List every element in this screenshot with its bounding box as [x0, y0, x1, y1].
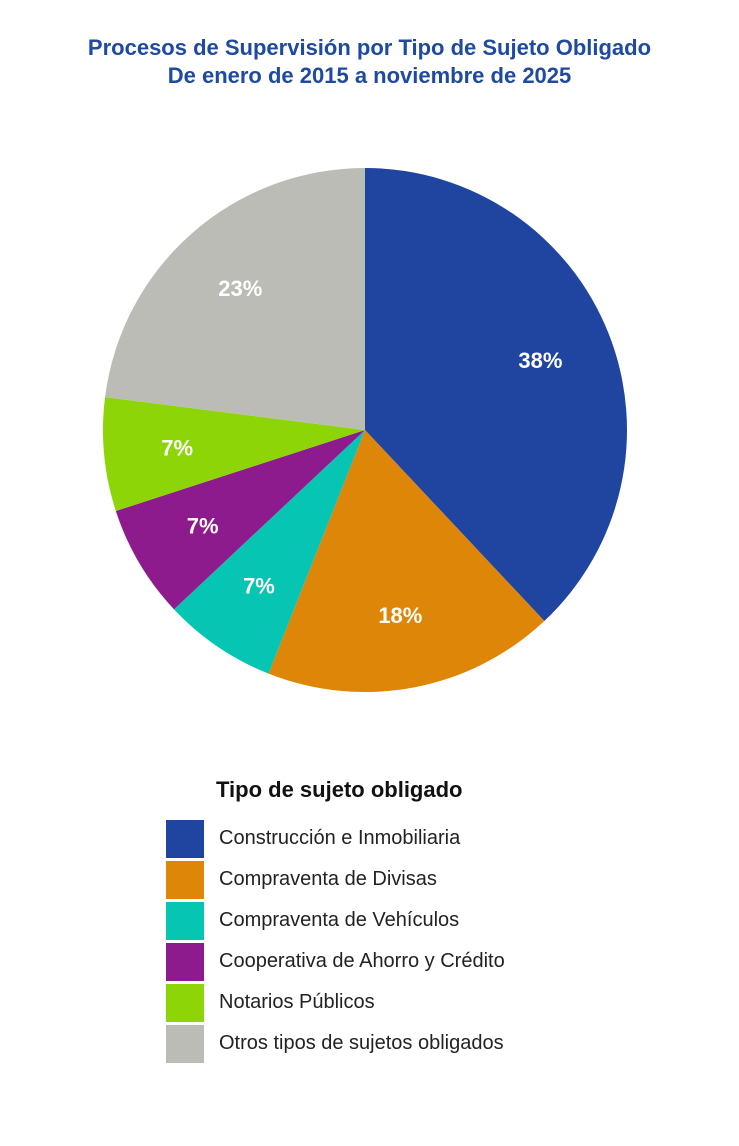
pie-slice-5	[105, 168, 365, 430]
legend-swatch-5	[166, 1024, 204, 1063]
legend-label-1: Compraventa de Divisas	[219, 868, 437, 890]
legend-swatch-0	[166, 819, 204, 858]
legend-item-4: Notarios Públicos	[166, 982, 686, 1023]
legend-item-3: Cooperativa de Ahorro y Crédito	[166, 941, 686, 982]
legend-label-3: Cooperativa de Ahorro y Crédito	[219, 950, 505, 972]
legend-swatch-3	[166, 942, 204, 981]
legend-swatch-1	[166, 860, 204, 899]
legend-label-5: Otros tipos de sujetos obligados	[219, 1032, 504, 1054]
chart-title: Procesos de Supervisión por Tipo de Suje…	[87, 35, 652, 60]
legend-item-2: Compraventa de Vehículos	[166, 900, 686, 941]
legend: Tipo de sujeto obligado Construcción e I…	[166, 776, 686, 1064]
pie-slice-2	[174, 430, 365, 674]
pie-slice-1	[268, 430, 545, 692]
pie-slice-3	[115, 430, 365, 610]
legend-swatch-2	[166, 901, 204, 940]
pie-chart: 38% 18% 7% 7% 7% 23%	[103, 168, 627, 692]
legend-label-2: Compraventa de Vehículos	[219, 909, 460, 931]
pie-label-5: 23%	[218, 276, 262, 301]
pie-slice-4	[103, 397, 365, 511]
legend-item-0: Construcción e Inmobiliaria	[166, 818, 686, 859]
pie-label-2: 7%	[243, 574, 275, 599]
legend-label-0: Construcción e Inmobiliaria	[219, 827, 461, 849]
chart-subtitle: De enero de 2015 a noviembre de 2025	[167, 63, 572, 88]
legend-swatch-4	[166, 983, 204, 1022]
chart-title-block: Procesos de Supervisión por Tipo de Suje…	[0, 34, 739, 90]
pie-label-1: 18%	[378, 603, 422, 628]
pie-label-3: 7%	[187, 514, 219, 539]
legend-item-5: Otros tipos de sujetos obligados	[166, 1023, 686, 1064]
pie-label-4: 7%	[161, 435, 193, 460]
pie-slice-0	[365, 168, 627, 621]
legend-items: Construcción e Inmobiliaria Compraventa d…	[166, 818, 686, 1064]
pie-label-0: 38%	[518, 348, 562, 373]
legend-item-1: Compraventa de Divisas	[166, 859, 686, 900]
legend-title: Tipo de sujeto obligado	[216, 777, 463, 802]
legend-label-4: Notarios Públicos	[219, 991, 375, 1013]
